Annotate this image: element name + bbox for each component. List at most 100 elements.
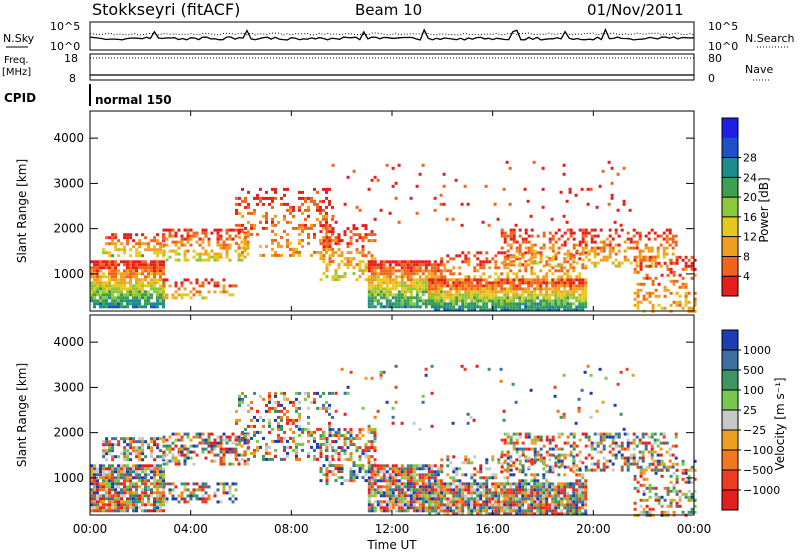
data-cell	[551, 284, 555, 288]
data-cell	[168, 249, 172, 253]
data-cell	[177, 453, 181, 457]
data-cell	[322, 224, 326, 228]
data-cell	[656, 252, 660, 256]
data-cell	[373, 278, 377, 282]
data-cell	[530, 494, 534, 498]
data-cell	[346, 479, 350, 483]
data-cell	[512, 293, 516, 297]
data-cell	[541, 205, 545, 209]
data-cell	[391, 269, 395, 273]
data-cell	[355, 434, 359, 438]
data-cell	[669, 258, 673, 262]
data-cell	[277, 403, 280, 407]
data-cell	[256, 448, 259, 452]
data-cell	[494, 290, 498, 294]
data-cell	[240, 453, 244, 457]
data-cell	[234, 447, 238, 451]
data-cell	[328, 257, 332, 261]
data-cell	[195, 482, 199, 486]
data-cell	[424, 266, 428, 270]
data-cell	[162, 281, 166, 285]
data-cell	[93, 467, 96, 471]
data-cell	[141, 449, 145, 453]
data-cell	[642, 276, 646, 280]
data-cell	[668, 228, 672, 232]
data-cell	[108, 479, 111, 483]
data-cell	[307, 406, 310, 410]
data-cell	[192, 287, 196, 291]
colorbar-swatch	[722, 137, 738, 159]
data-cell	[464, 299, 468, 303]
data-cell	[536, 284, 540, 288]
data-cell	[437, 491, 441, 495]
data-cell	[578, 509, 582, 513]
data-cell	[373, 257, 377, 261]
data-cell	[349, 251, 353, 255]
data-cell	[192, 249, 196, 253]
data-cell	[527, 281, 531, 285]
data-cell	[548, 246, 552, 250]
data-cell	[488, 491, 492, 495]
data-cell	[508, 166, 512, 170]
data-cell	[521, 470, 525, 474]
data-cell	[551, 293, 555, 297]
data-cell	[319, 242, 323, 246]
data-cell	[397, 290, 401, 294]
data-cell	[533, 473, 537, 477]
data-cell	[129, 470, 132, 474]
data-cell	[105, 236, 109, 240]
data-cell	[162, 266, 165, 270]
data-cell	[201, 284, 205, 288]
data-cell	[349, 239, 353, 243]
data-cell	[295, 406, 298, 410]
data-cell	[141, 494, 144, 498]
data-cell	[566, 485, 570, 489]
data-cell	[569, 485, 573, 489]
data-cell	[506, 468, 510, 472]
data-cell	[319, 427, 322, 431]
data-cell	[105, 452, 109, 456]
data-cell	[168, 491, 172, 495]
data-cell	[599, 438, 603, 442]
data-cell	[156, 269, 159, 273]
data-cell	[295, 424, 298, 428]
data-cell	[325, 479, 329, 483]
data-cell	[328, 424, 331, 428]
data-cell	[557, 228, 561, 232]
data-cell	[533, 503, 537, 507]
data-cell	[153, 443, 157, 447]
data-cell	[222, 240, 226, 244]
data-cell	[171, 234, 175, 238]
data-cell	[461, 491, 465, 495]
data-cell	[337, 248, 341, 252]
data-cell	[274, 223, 277, 227]
data-cell	[521, 308, 525, 312]
data-cell	[437, 497, 441, 501]
data-cell	[171, 482, 175, 486]
data-cell	[331, 391, 334, 395]
data-cell	[250, 223, 253, 227]
data-cell	[485, 299, 489, 303]
date-title: 01/Nov/2011	[587, 1, 684, 19]
data-cell	[605, 435, 609, 439]
data-cell	[458, 509, 462, 513]
data-cell	[512, 305, 516, 309]
data-cell	[210, 444, 214, 448]
data-cell	[406, 275, 410, 279]
data-cell	[108, 494, 111, 498]
data-cell	[482, 293, 486, 297]
data-cell	[541, 166, 545, 170]
data-cell	[482, 488, 486, 492]
data-cell	[304, 223, 307, 227]
data-cell	[274, 187, 277, 191]
data-cell	[256, 202, 259, 206]
data-cell	[277, 439, 280, 443]
data-cell	[635, 261, 639, 265]
data-cell	[313, 448, 316, 452]
data-cell	[274, 418, 277, 422]
data-cell	[460, 202, 464, 206]
data-cell	[126, 452, 130, 456]
data-cell	[560, 482, 564, 486]
data-cell	[262, 454, 265, 458]
data-cell	[283, 217, 286, 221]
